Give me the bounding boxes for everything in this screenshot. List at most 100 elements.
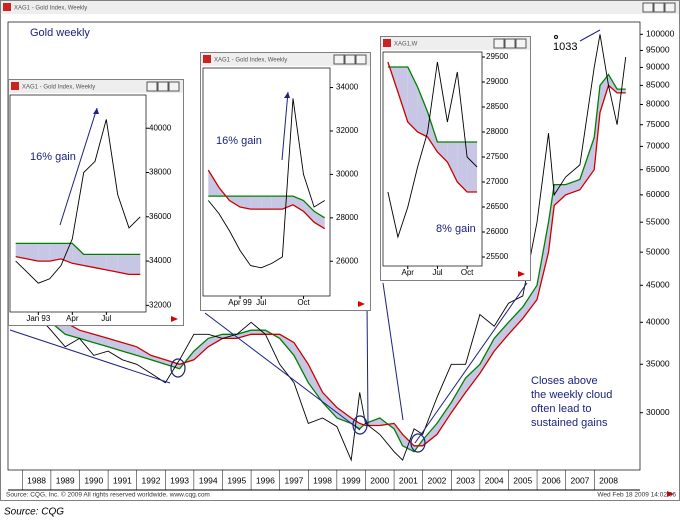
cloud [165,359,180,369]
y-tick-label: 27500 [486,152,509,161]
cloud [38,243,50,262]
cloud [240,196,251,210]
x-tick-label: Apr 99 [228,298,252,307]
cloud [15,243,27,259]
arrow [281,91,289,161]
window-icon [11,82,19,90]
cloud [522,285,538,319]
trend-line [204,312,361,431]
cloud [336,407,352,424]
window-title: XAG1 - Gold Index, Weekly [14,6,87,12]
x-tick-label: 1990 [84,475,103,485]
arrow-head [93,108,99,114]
cloud [322,392,337,418]
trend-line [9,329,171,384]
cloud [72,243,84,266]
footer-source: Source: CQG, Inc. © 2009 All rights rese… [6,491,210,499]
window-title: XAG1 - Gold Index, Weekly [214,58,287,64]
cloud [427,112,438,152]
window-button[interactable] [664,2,676,13]
cloud [436,402,452,435]
cloud [65,322,80,339]
window-button[interactable] [355,54,367,65]
window-button[interactable] [642,2,654,13]
cloud [447,142,458,182]
cloud [83,254,95,268]
window-icon [3,3,11,11]
highlight-circle [410,433,426,453]
y-tick-label: 36000 [149,212,172,221]
x-tick-label: 1992 [142,475,161,485]
window-button[interactable] [504,38,516,49]
y-tick-label: 26000 [336,256,359,265]
window-button[interactable] [157,81,169,92]
cloud-line [10,84,626,447]
x-tick-label: 2003 [456,475,475,485]
cloud [457,142,468,192]
x-tick-label: 1989 [56,475,75,485]
arrow [59,107,98,226]
y-tick-label: 60000 [646,189,670,199]
x-tick-label: Apr [402,268,415,277]
window-button[interactable] [168,81,180,92]
x-tick-label: Apr [66,314,79,323]
x-tick-label: 2004 [485,475,504,485]
cloud [229,196,241,207]
x-tick-label: Jul [432,268,442,277]
window-button[interactable] [515,38,527,49]
y-tick-label: 100000 [646,29,675,39]
price-line [10,34,627,462]
cloud [208,170,219,197]
gain-annotation: 8% gain [436,223,476,235]
x-tick-label: 2007 [570,475,589,485]
cloud [422,423,437,446]
window-title: XAG1,W [394,42,418,48]
peak-label: 1033 [553,41,577,53]
y-tick-label: 35000 [646,359,670,369]
window-button[interactable] [653,2,665,13]
cloud [467,142,478,192]
arrow [579,29,601,42]
x-tick-label: 2000 [370,475,389,485]
footer-timestamp: Wed Feb 18 2009 14:02:06 [597,492,676,499]
title-bar [9,80,183,93]
window-button[interactable] [146,81,158,92]
y-tick-label: 75000 [646,119,670,129]
y-tick-label: 29500 [486,52,509,61]
arrow-head [284,92,290,98]
cloud [49,243,61,262]
y-tick-label: 28500 [486,102,509,111]
x-tick-label: Jan 93 [26,314,51,323]
y-tick-label: 90000 [646,62,670,72]
y-tick-label: 26500 [486,202,509,211]
x-tick-label: 2005 [513,475,532,485]
window-button[interactable] [333,54,345,65]
y-tick-label: 50000 [646,246,670,256]
cloud [465,364,480,393]
highlight-circle [352,415,368,435]
cloud [293,342,309,383]
peak-marker [554,35,558,39]
y-tick-label: 40000 [646,317,670,327]
window-button[interactable] [493,38,505,49]
window-button[interactable] [344,54,356,65]
y-tick-label: 30000 [646,407,670,417]
x-tick-label: 1995 [227,475,246,485]
y-tick-label: 85000 [646,80,670,90]
cloud [193,338,209,360]
cloud [579,137,595,190]
cloud [129,254,141,275]
note-line: the weekly cloud [531,389,612,401]
scroll-arrow [171,316,178,322]
x-tick-label: Jul [101,314,111,323]
price-line [387,61,478,239]
y-tick-label: 32000 [336,126,359,135]
cloud-line [207,169,326,230]
window-icon [383,39,391,47]
x-tick-label: 2001 [399,475,418,485]
y-tick-label: 34000 [336,83,359,92]
cloud-line [387,66,478,143]
price-line [207,98,325,269]
cloud [250,196,262,210]
